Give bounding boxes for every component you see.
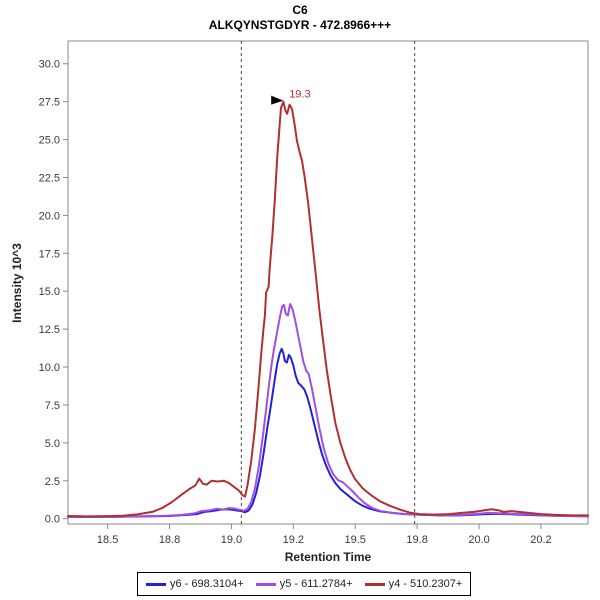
- legend: y6 - 698.3104+ y5 - 611.2784+ y4 - 510.230…: [137, 572, 472, 596]
- x-tick-label: 19.0: [221, 534, 242, 546]
- y-tick-label: 5.0: [45, 438, 60, 450]
- x-tick-label: 19.5: [345, 534, 366, 546]
- legend-line-swatch: [364, 582, 385, 586]
- y-axis-label: Intensity 10^3: [10, 243, 24, 323]
- legend-item-y5: y5 - 611.2784+: [255, 578, 353, 590]
- x-tick-label: 19.2: [283, 534, 304, 546]
- y-tick-label: 25.0: [39, 135, 60, 147]
- y-tick-label: 20.0: [39, 210, 60, 222]
- y-tick-label: 15.0: [39, 286, 60, 298]
- x-axis-label: Retention Time: [284, 550, 372, 564]
- y-tick-label: 30.0: [39, 59, 60, 71]
- y-tick-label: 2.5: [45, 476, 60, 488]
- legend-label: y6 - 698.3104+: [170, 578, 244, 590]
- x-tick-label: 18.5: [97, 534, 118, 546]
- y-tick-label: 7.5: [45, 400, 60, 412]
- y-tick-label: 12.5: [39, 324, 60, 336]
- chromatogram-trace-y5: [67, 303, 589, 518]
- legend-line-swatch: [146, 582, 166, 586]
- chart-subtitle: ALKQYNSTGDYR - 472.8966+++: [208, 18, 392, 32]
- y-tick-label: 0.0: [45, 514, 60, 526]
- chromatogram-trace-y4: [67, 100, 589, 518]
- legend-item-y6: y6 - 698.3104+: [146, 578, 244, 590]
- legend-item-y4: y4 - 510.2307+: [364, 578, 463, 590]
- x-tick-label: 20.0: [468, 534, 489, 546]
- legend-line-swatch: [255, 582, 276, 586]
- y-tick-label: 17.5: [39, 248, 60, 260]
- x-tick-label: 20.2: [530, 534, 551, 546]
- peak-rt-annotation: 19.3: [289, 89, 310, 101]
- chart-titles: C6 ALKQYNSTGDYR - 472.8966+++: [0, 3, 600, 33]
- plot-frame: [67, 40, 589, 525]
- x-tick-label: 18.8: [159, 534, 180, 546]
- y-tick-label: 22.5: [39, 172, 60, 184]
- y-tick-label: 27.5: [39, 97, 60, 109]
- legend-label: y4 - 510.2307+: [388, 578, 463, 590]
- legend-label: y5 - 611.2784+: [279, 578, 353, 590]
- chart-title: C6: [292, 3, 308, 17]
- x-tick-label: 19.8: [406, 534, 427, 546]
- y-tick-label: 10.0: [39, 362, 60, 374]
- peak-apex-marker: [271, 95, 284, 105]
